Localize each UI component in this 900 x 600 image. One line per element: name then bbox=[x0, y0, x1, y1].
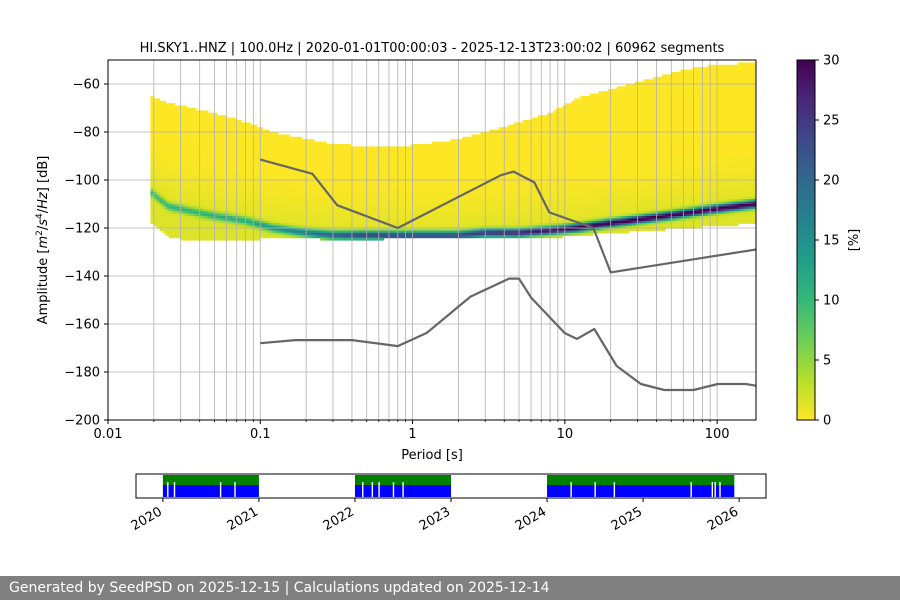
psd-figure: HI.SKY1..HNZ | 100.0Hz | 2020-01-01T00:0… bbox=[0, 0, 900, 576]
chart-title: HI.SKY1..HNZ | 100.0Hz | 2020-01-01T00:0… bbox=[140, 41, 725, 56]
